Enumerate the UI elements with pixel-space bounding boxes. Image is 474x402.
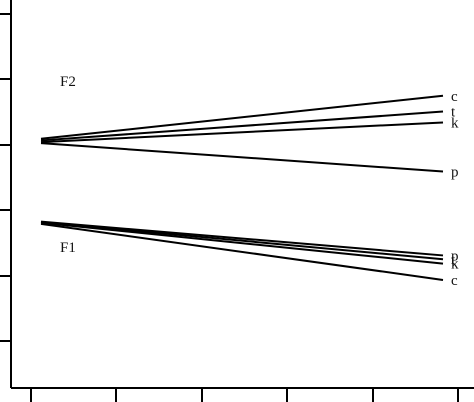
series-label-f1-c: c xyxy=(451,273,458,289)
series-line-f1-t xyxy=(40,221,444,261)
group-label-f2: F2 xyxy=(60,74,76,90)
series-label-f1-p: p xyxy=(451,248,459,264)
series-label-f1-k: k xyxy=(451,257,459,273)
series-label-f2-p: p xyxy=(451,165,459,181)
series-line-f2-t xyxy=(40,110,444,142)
series-label-f2-k: k xyxy=(451,115,459,131)
series-line-f1-c xyxy=(40,222,444,281)
series-line-f2-c xyxy=(40,94,444,140)
series-label-f2-t: t xyxy=(451,105,456,121)
series-line-f2-p xyxy=(40,142,444,173)
series-line-f1-k xyxy=(40,221,444,265)
series-label-f1-t: t xyxy=(451,252,456,268)
group-label-f1: F1 xyxy=(60,240,76,256)
series-label-f2-c: c xyxy=(451,89,458,105)
series-line-f1-p xyxy=(40,220,444,257)
series-line-f2-k xyxy=(40,121,444,144)
